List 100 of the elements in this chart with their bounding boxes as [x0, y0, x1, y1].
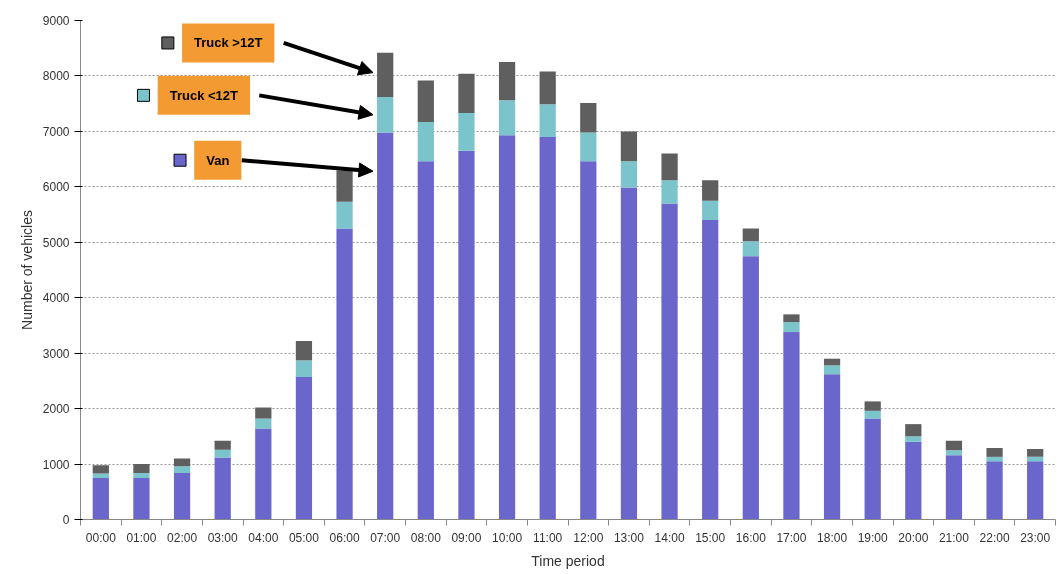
bar: [539, 104, 556, 137]
x-tick-label: 15:00: [695, 530, 726, 545]
x-tick-label: 00:00: [85, 530, 117, 545]
x-tick-label: 05:00: [288, 530, 320, 545]
x-axis-title: Time period: [531, 552, 605, 569]
x-tick-label: 18:00: [817, 530, 848, 545]
bar: [986, 456, 1003, 462]
bar: [661, 153, 678, 181]
x-tick-label: 01:00: [126, 530, 157, 545]
x-tick-label: 21:00: [938, 530, 970, 545]
bar: [864, 410, 881, 419]
bar: [133, 472, 150, 478]
x-tick-label: 10:00: [492, 530, 523, 545]
bar: [661, 203, 678, 520]
y-tick-label: 8000: [42, 69, 70, 84]
x-tick-label: 03:00: [207, 530, 239, 545]
bar: [255, 428, 272, 520]
bar: [377, 132, 394, 520]
bar: [945, 450, 963, 456]
bar: [945, 455, 963, 520]
bar: [417, 80, 434, 122]
bar: [580, 103, 597, 133]
y-tick-label: 9000: [42, 14, 70, 28]
bar: [823, 374, 841, 520]
bar: [580, 161, 597, 520]
y-tick-label: 7000: [42, 124, 70, 139]
bar: [986, 461, 1003, 520]
bar: [702, 200, 719, 221]
bar: [742, 228, 759, 242]
bar: [92, 473, 109, 478]
bar: [783, 314, 800, 323]
x-tick-label: 16:00: [735, 530, 767, 545]
bar: [92, 465, 109, 474]
bar: [214, 440, 231, 450]
bar: [458, 113, 475, 151]
bar: [905, 424, 922, 437]
bar: [620, 161, 638, 188]
bar: [945, 440, 963, 451]
bar: [377, 52, 394, 98]
bar: [986, 447, 1003, 457]
y-tick-label: 0: [62, 513, 70, 527]
y-tick-label: 3000: [42, 346, 70, 361]
x-tick-label: 12:00: [573, 530, 604, 545]
bar: [295, 360, 313, 378]
bar: [864, 418, 881, 520]
bar: [173, 466, 191, 473]
bar: [417, 121, 434, 162]
x-tick-label: 22:00: [979, 530, 1010, 545]
y-axis-title: Number of vehicles: [18, 210, 35, 330]
y-tick-label: 1000: [42, 457, 70, 472]
bar: [255, 407, 272, 419]
bar: [295, 377, 313, 520]
bar: [214, 457, 231, 520]
x-tick-label: 17:00: [776, 530, 807, 545]
legend-label: Truck <12T: [169, 87, 239, 103]
bar: [905, 441, 922, 520]
y-tick-label: 4000: [42, 291, 70, 306]
x-tick-label: 11:00: [533, 530, 563, 545]
bar: [255, 418, 272, 429]
x-tick-label: 02:00: [167, 530, 198, 545]
bar: [133, 477, 150, 520]
bar: [336, 228, 353, 520]
bar: [742, 241, 759, 257]
y-tick-label: 2000: [42, 402, 70, 417]
x-tick-label: 23:00: [1020, 530, 1051, 545]
bar: [864, 401, 881, 411]
bar: [336, 170, 353, 202]
bar: [498, 62, 516, 101]
bar: [580, 132, 597, 162]
legend-label: Truck >12T: [194, 35, 263, 51]
bar: [295, 340, 313, 361]
bar: [742, 256, 759, 520]
x-tick-label: 06:00: [329, 530, 360, 545]
bar: [702, 220, 719, 520]
bar: [823, 365, 841, 375]
x-tick-label: 04:00: [248, 530, 279, 545]
x-tick-label: 14:00: [654, 530, 685, 545]
bar: [905, 436, 922, 442]
bar: [498, 100, 516, 136]
bar: [783, 322, 800, 333]
x-tick-label: 07:00: [370, 530, 401, 545]
bar: [133, 464, 150, 473]
bar: [783, 332, 800, 520]
bar: [539, 136, 556, 520]
y-tick-label: 5000: [42, 235, 70, 250]
x-tick-label: 08:00: [410, 530, 442, 545]
bar: [702, 180, 719, 201]
legend-label: Van: [206, 152, 230, 168]
bar: [173, 472, 191, 520]
bar: [620, 131, 638, 162]
bar: [498, 135, 516, 520]
bar: [661, 180, 678, 204]
bar: [92, 477, 109, 520]
bar: [336, 201, 353, 229]
bar: [539, 71, 556, 105]
bar: [417, 161, 434, 520]
bar: [1027, 449, 1044, 457]
bar: [458, 150, 475, 520]
bar: [620, 187, 638, 520]
y-tick-label: 6000: [42, 180, 70, 195]
